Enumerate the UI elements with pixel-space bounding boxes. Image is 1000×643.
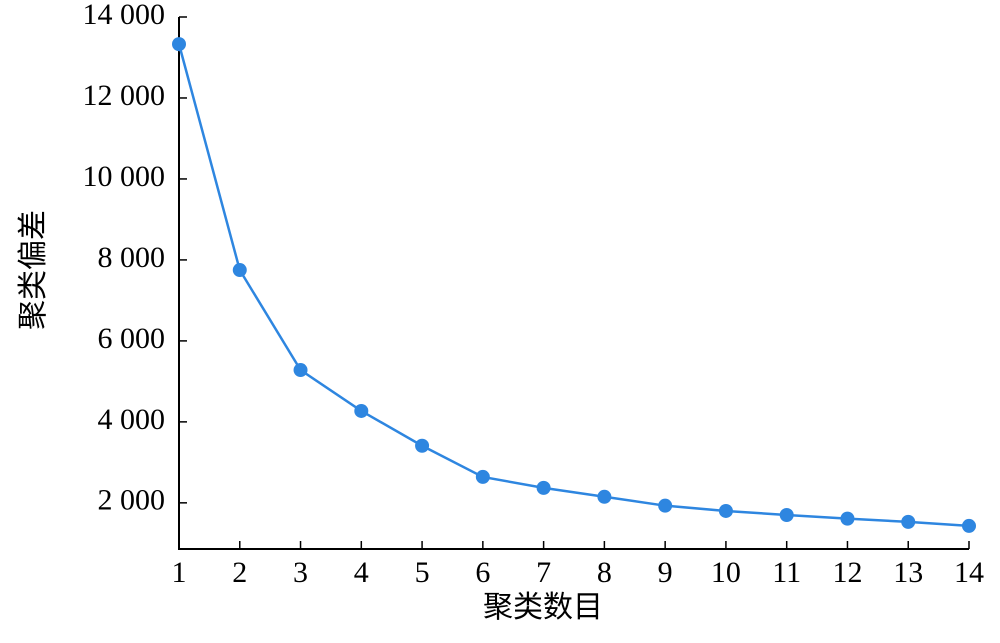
- x-tick-label: 7: [536, 556, 551, 589]
- x-tick-label: 2: [232, 556, 247, 589]
- point: [536, 480, 551, 495]
- line: [177, 43, 970, 528]
- x-tick-label: 5: [415, 556, 430, 589]
- point: [232, 263, 247, 278]
- point: [354, 403, 369, 418]
- point: [840, 511, 855, 526]
- y-tick-label: 14 000: [83, 0, 166, 31]
- point: [718, 503, 733, 518]
- point: [962, 518, 976, 533]
- x-tick-label: 14: [954, 556, 984, 589]
- x-axis-title: 聚类数目: [483, 591, 603, 624]
- y-tick-label: 8 000: [98, 241, 166, 274]
- point: [172, 37, 186, 52]
- point: [475, 469, 490, 484]
- y-tick-label: 4 000: [98, 403, 166, 436]
- x-tick-label: 8: [597, 556, 612, 589]
- point: [901, 514, 916, 529]
- x-tick-label: 12: [832, 556, 862, 589]
- y-tick-label: 2 000: [98, 484, 166, 517]
- point: [779, 507, 794, 522]
- y-tick-label: 12 000: [83, 79, 166, 112]
- point: [597, 489, 612, 504]
- y-tick-label: 10 000: [83, 160, 166, 193]
- x-tick-label: 6: [475, 556, 490, 589]
- x-tick-label: 1: [172, 556, 187, 589]
- point: [658, 498, 673, 513]
- point: [293, 363, 308, 378]
- x-tick-label: 3: [293, 556, 308, 589]
- x-tick-label: 9: [658, 556, 673, 589]
- y-axis-title: 聚类偏差: [17, 210, 50, 330]
- x-tick-label: 13: [893, 556, 923, 589]
- x-tick-label: 10: [711, 556, 741, 589]
- x-tick-label: 11: [772, 556, 801, 589]
- y-tick-label: 6 000: [98, 322, 166, 355]
- x-tick-label: 4: [354, 556, 369, 589]
- point: [415, 438, 430, 453]
